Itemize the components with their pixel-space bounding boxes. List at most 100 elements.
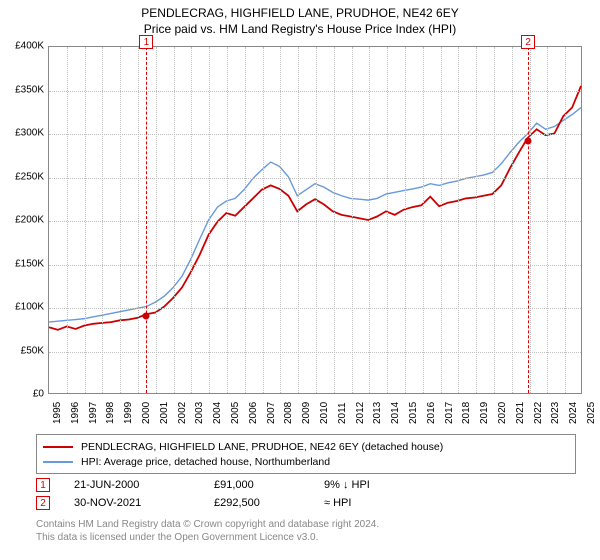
xtick-label: 1995 — [52, 402, 63, 424]
gridline-v — [67, 47, 68, 393]
xtick-label: 2001 — [159, 402, 170, 424]
gridline-v — [227, 47, 228, 393]
gridline-h — [49, 308, 581, 309]
gridline-v — [156, 47, 157, 393]
event-table: 1 21-JUN-2000£91,0009% ↓ HPI 2 30-NOV-2021£… — [36, 476, 576, 512]
event-row-price: £91,000 — [214, 479, 324, 491]
xtick-label: 2022 — [533, 402, 544, 424]
legend-item: HPI: Average price, detached house, Nort… — [43, 454, 569, 469]
xtick-label: 2021 — [515, 402, 526, 424]
event-row: 2 30-NOV-2021£292,500≈ HPI — [36, 494, 576, 512]
xtick-label: 2015 — [408, 402, 419, 424]
event-row-badge: 2 — [36, 496, 50, 510]
series-blue — [49, 108, 581, 323]
gridline-v — [316, 47, 317, 393]
event-marker-2: 2 — [521, 35, 535, 49]
event-row-pct: 9% ↓ HPI — [324, 479, 444, 491]
gridline-v — [280, 47, 281, 393]
event-row-date: 30-NOV-2021 — [74, 497, 214, 509]
event-row-pct: ≈ HPI — [324, 497, 444, 509]
gridline-v — [209, 47, 210, 393]
event-marker-1: 1 — [139, 35, 153, 49]
gridline-v — [138, 47, 139, 393]
xtick-label: 1996 — [70, 402, 81, 424]
xtick-label: 2012 — [355, 402, 366, 424]
xtick-label: 2002 — [177, 402, 188, 424]
ytick-label: £100K — [0, 302, 44, 313]
xtick-label: 2025 — [586, 402, 597, 424]
xtick-label: 2009 — [301, 402, 312, 424]
xtick-label: 2006 — [248, 402, 259, 424]
xtick-label: 2011 — [337, 402, 348, 424]
xtick-label: 2014 — [390, 402, 401, 424]
event-row-price: £292,500 — [214, 497, 324, 509]
xtick-label: 2019 — [479, 402, 490, 424]
gridline-v — [369, 47, 370, 393]
chart-subtitle: Price paid vs. HM Land Registry's House … — [0, 20, 600, 40]
xtick-label: 2020 — [497, 402, 508, 424]
xtick-label: 2008 — [283, 402, 294, 424]
footnote-line-1: Contains HM Land Registry data © Crown c… — [36, 518, 576, 531]
chart-lines — [49, 47, 581, 393]
gridline-h — [49, 221, 581, 222]
legend-box: PENDLECRAG, HIGHFIELD LANE, PRUDHOE, NE4… — [36, 434, 576, 474]
legend-label: PENDLECRAG, HIGHFIELD LANE, PRUDHOE, NE4… — [81, 441, 443, 453]
gridline-v — [441, 47, 442, 393]
ytick-label: £400K — [0, 41, 44, 52]
gridline-h — [49, 352, 581, 353]
gridline-h — [49, 265, 581, 266]
chart-plot-area: 12 — [48, 46, 582, 394]
gridline-v — [494, 47, 495, 393]
series-red — [49, 86, 581, 330]
xtick-label: 2005 — [230, 402, 241, 424]
ytick-label: £0 — [0, 389, 44, 400]
gridline-v — [245, 47, 246, 393]
gridline-v — [263, 47, 264, 393]
gridline-h — [49, 178, 581, 179]
xtick-label: 2010 — [319, 402, 330, 424]
xtick-label: 1999 — [123, 402, 134, 424]
ytick-label: £150K — [0, 258, 44, 269]
gridline-v — [352, 47, 353, 393]
ytick-label: £50K — [0, 345, 44, 356]
gridline-v — [174, 47, 175, 393]
xtick-label: 2024 — [568, 402, 579, 424]
gridline-v — [120, 47, 121, 393]
gridline-v — [547, 47, 548, 393]
ytick-label: £250K — [0, 171, 44, 182]
gridline-v — [565, 47, 566, 393]
gridline-h — [49, 134, 581, 135]
event-point-1 — [143, 312, 150, 319]
footnote: Contains HM Land Registry data © Crown c… — [36, 518, 576, 544]
chart-title: PENDLECRAG, HIGHFIELD LANE, PRUDHOE, NE4… — [0, 0, 600, 20]
xtick-label: 1997 — [88, 402, 99, 424]
legend-swatch — [43, 446, 73, 448]
gridline-v — [423, 47, 424, 393]
gridline-v — [334, 47, 335, 393]
event-row: 1 21-JUN-2000£91,0009% ↓ HPI — [36, 476, 576, 494]
footnote-line-2: This data is licensed under the Open Gov… — [36, 531, 576, 544]
gridline-v — [102, 47, 103, 393]
event-line — [146, 47, 147, 393]
legend-item: PENDLECRAG, HIGHFIELD LANE, PRUDHOE, NE4… — [43, 439, 569, 454]
gridline-v — [530, 47, 531, 393]
xtick-label: 2003 — [194, 402, 205, 424]
xtick-label: 2018 — [461, 402, 472, 424]
xtick-label: 1998 — [105, 402, 116, 424]
gridline-v — [512, 47, 513, 393]
xtick-label: 2000 — [141, 402, 152, 424]
gridline-v — [476, 47, 477, 393]
xtick-label: 2004 — [212, 402, 223, 424]
event-row-date: 21-JUN-2000 — [74, 479, 214, 491]
event-line — [528, 47, 529, 393]
xtick-label: 2016 — [426, 402, 437, 424]
xtick-label: 2013 — [372, 402, 383, 424]
gridline-v — [387, 47, 388, 393]
gridline-h — [49, 91, 581, 92]
event-row-badge: 1 — [36, 478, 50, 492]
ytick-label: £200K — [0, 215, 44, 226]
gridline-v — [298, 47, 299, 393]
gridline-v — [191, 47, 192, 393]
gridline-v — [405, 47, 406, 393]
xtick-label: 2007 — [266, 402, 277, 424]
